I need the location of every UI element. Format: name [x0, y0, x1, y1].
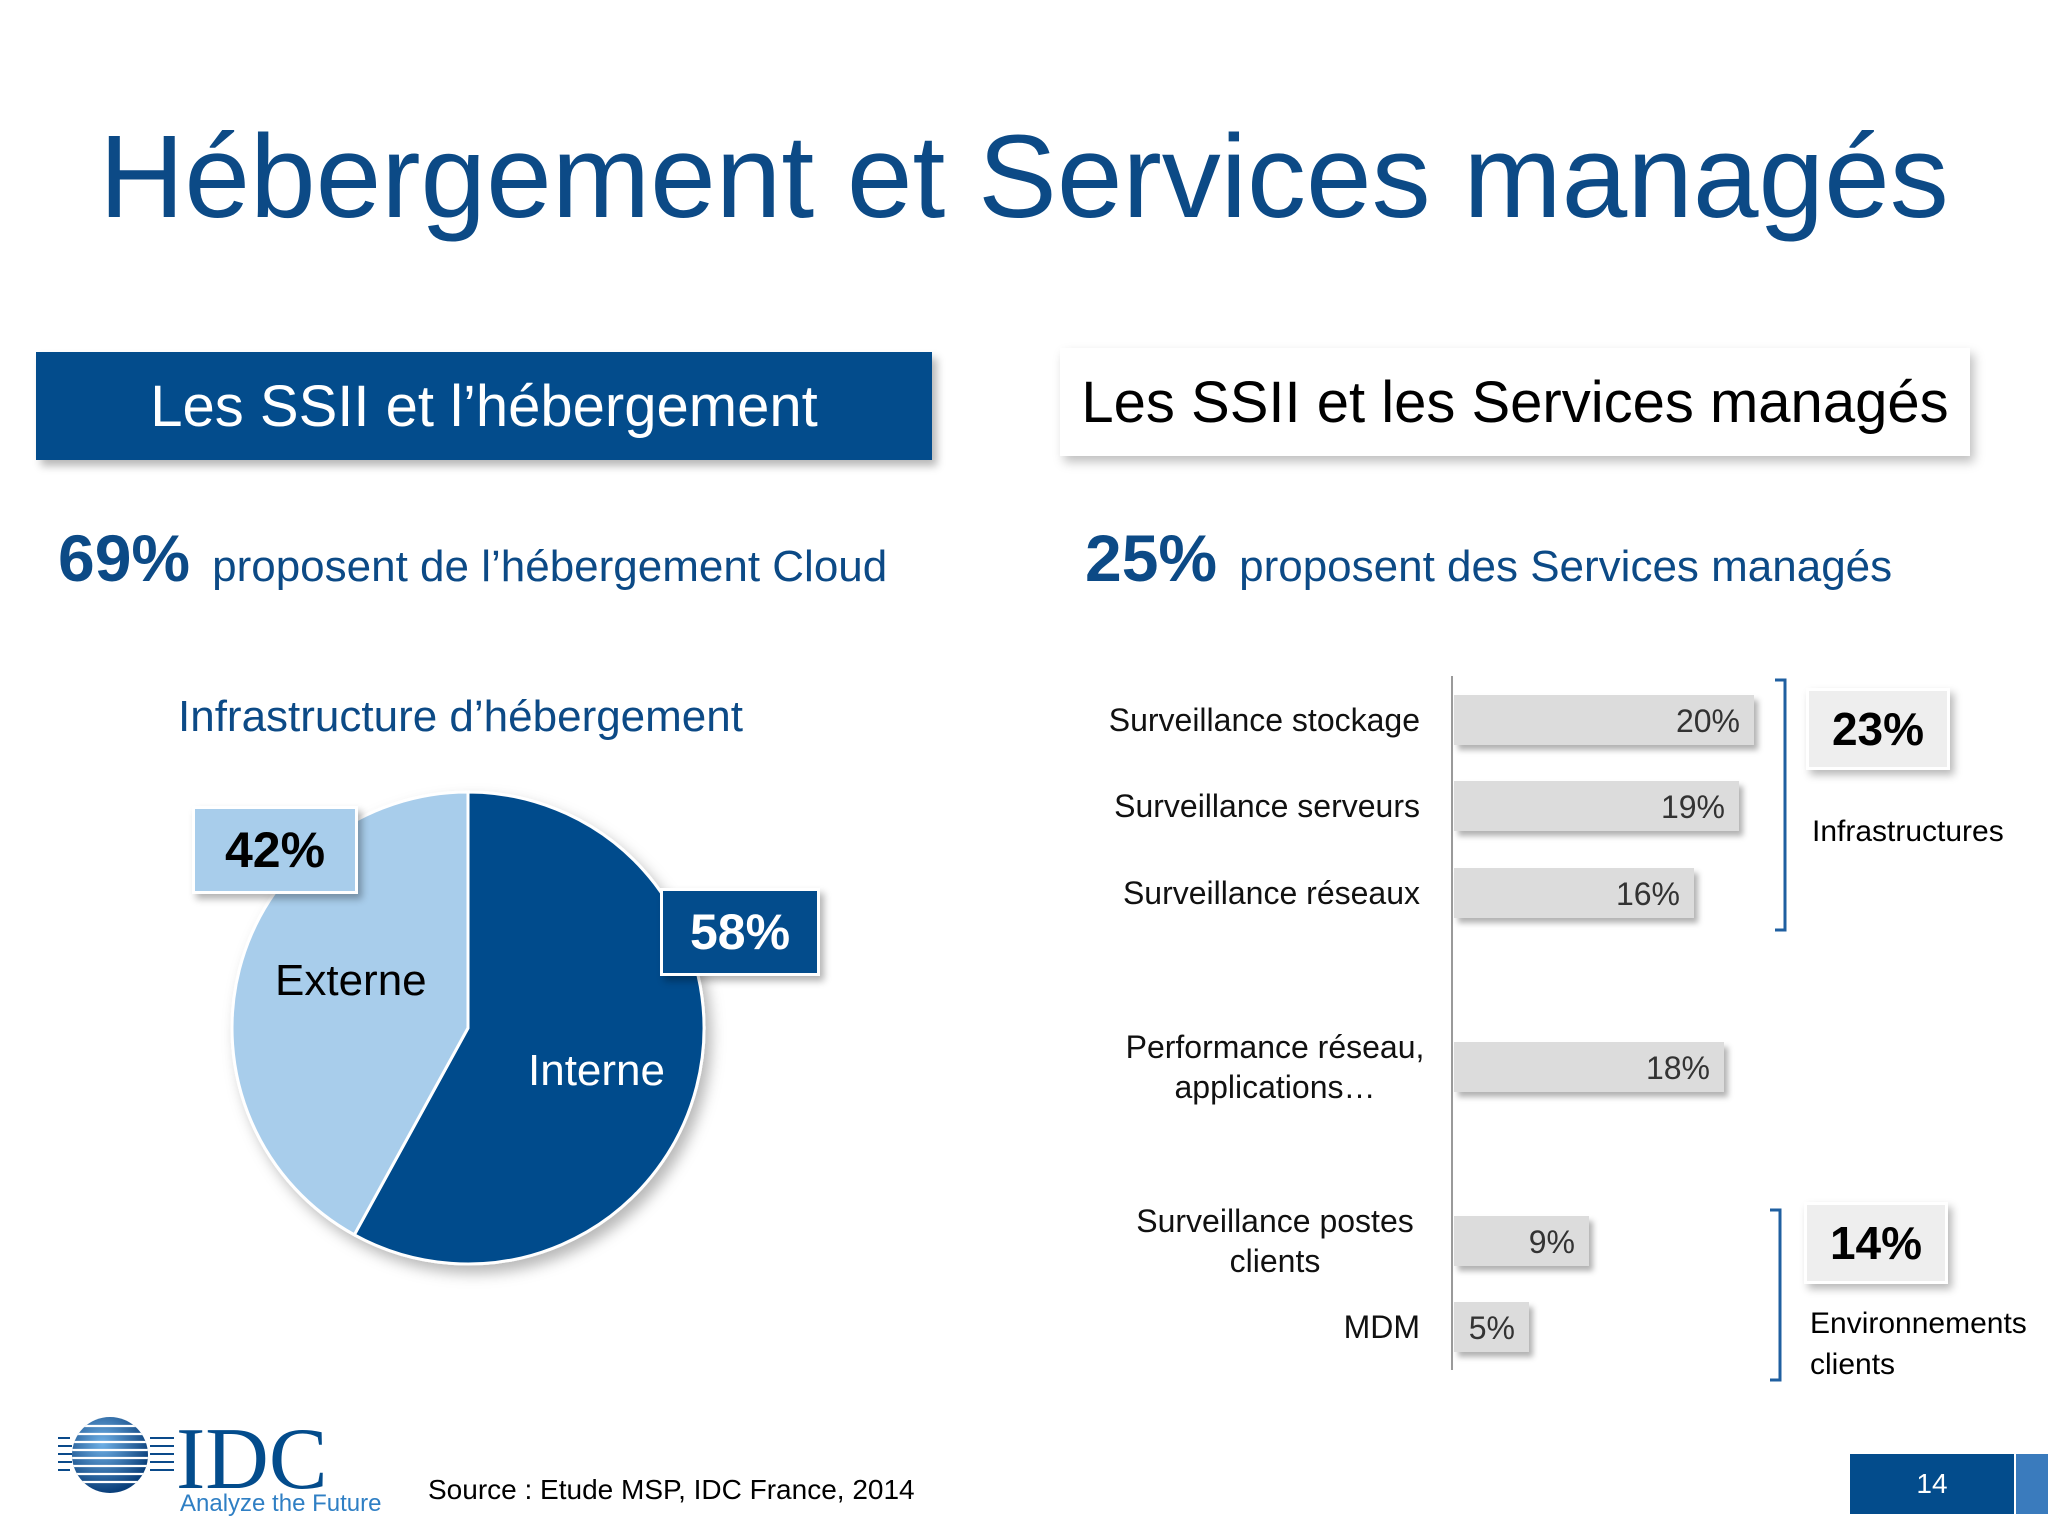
left-stat: 69% proposent de l’hébergement Cloud — [58, 520, 887, 596]
bar-value-label-1: 19% — [1661, 789, 1725, 825]
slide-title: Hébergement et Services managés — [99, 111, 1949, 243]
left-stat-text: proposent de l’hébergement Cloud — [212, 542, 888, 591]
pie-chart-title: Infrastructure d’hébergement — [178, 692, 743, 741]
right-stat-text: proposent des Services managés — [1239, 542, 1893, 591]
group-label-infrastructures: Infrastructures — [1812, 815, 2004, 848]
bar-value-label-2: 16% — [1616, 876, 1680, 912]
pie-label-externe: Externe — [275, 956, 427, 1005]
pie-chart — [230, 790, 706, 1266]
page-number: 14 — [1850, 1454, 2014, 1514]
pie-slice-externe — [230, 790, 470, 1237]
bracket-infrastructures — [1775, 678, 1787, 932]
bar-category-label-surveillance-postes: Surveillance postes clients — [1136, 1203, 1413, 1279]
right-stat-value: 25% — [1085, 521, 1218, 595]
right-panel-header: Les SSII et les Services managés — [1060, 348, 1970, 456]
bar-category-label-surveillance-serveurs: Surveillance serveurs — [1114, 788, 1420, 824]
pie-slice-interne — [352, 790, 706, 1266]
group-total-infrastructures: 23% — [1806, 688, 1950, 770]
bar-3 — [1454, 1042, 1724, 1092]
callout-interne-percent: 58% — [660, 888, 820, 976]
bar-5 — [1454, 1302, 1529, 1352]
idc-tagline: Analyze the Future — [180, 1490, 382, 1517]
pie-label-interne: Interne — [528, 1046, 665, 1095]
callout-externe-percent: 42% — [192, 806, 358, 894]
right-stat: 25% proposent des Services managés — [1085, 520, 1892, 596]
bar-value-label-4: 9% — [1529, 1224, 1575, 1260]
bar-4 — [1454, 1216, 1589, 1266]
left-panel-header: Les SSII et l’hébergement — [36, 352, 932, 460]
bar-category-label-mdm: MDM — [1344, 1309, 1420, 1345]
bar-chart: 20% Surveillance stockage 19% Surveillance … — [1109, 676, 1787, 1382]
bar-category-label-surveillance-stockage: Surveillance stockage — [1109, 702, 1420, 738]
bracket-environnements — [1770, 1208, 1782, 1382]
bar-0 — [1454, 695, 1754, 745]
bar-value-label-5: 5% — [1469, 1310, 1515, 1346]
bar-value-label-3: 18% — [1646, 1050, 1710, 1086]
bar-2 — [1454, 868, 1694, 918]
bar-1 — [1454, 781, 1739, 831]
page-number-accent — [2016, 1454, 2048, 1514]
bar-value-label-0: 20% — [1676, 703, 1740, 739]
source-note: Source : Etude MSP, IDC France, 2014 — [428, 1474, 915, 1505]
group-total-environnements: 14% — [1804, 1202, 1948, 1284]
bar-category-label-performance-reseau: Performance réseau, applications… — [1126, 1029, 1425, 1105]
group-label-environnements: Environnements clients — [1810, 1307, 2027, 1381]
bar-category-label-surveillance-reseaux: Surveillance réseaux — [1123, 875, 1420, 911]
idc-logo-text: IDC — [176, 1411, 328, 1508]
left-stat-value: 69% — [58, 521, 191, 595]
idc-globe-icon — [58, 1417, 174, 1493]
